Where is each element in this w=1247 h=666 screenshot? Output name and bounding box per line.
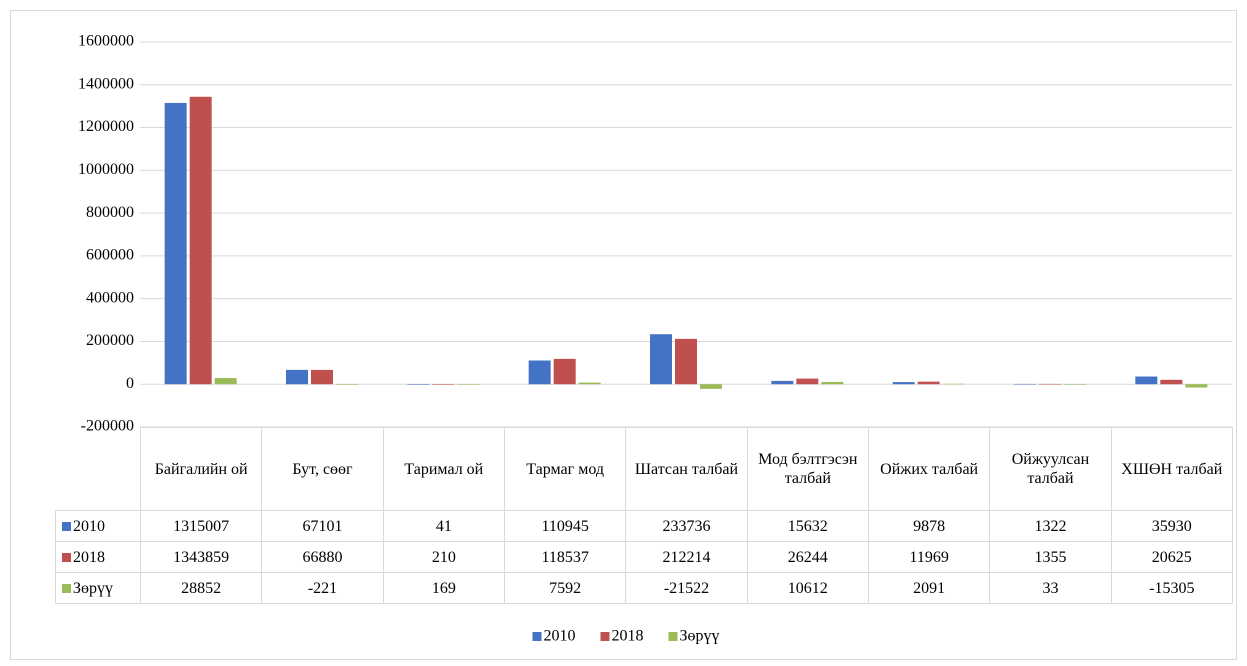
bar xyxy=(553,358,576,385)
y-tick-label: 1000000 xyxy=(78,161,134,178)
legend-label: Зөрүү xyxy=(680,628,720,645)
table-header-row: Байгалийн ой Бут, сөөг Таримал ой Тармаг мо… xyxy=(55,427,1233,511)
legend-key xyxy=(668,632,678,641)
value-cell: 15632 xyxy=(746,510,869,542)
value-cell: 1343859 xyxy=(139,541,263,573)
series-name: Зөрүү xyxy=(73,579,114,597)
y-tick-label: 1200000 xyxy=(78,118,134,135)
category-label: Ойжуулсан талбай xyxy=(989,427,1112,511)
category-label: ХШӨН талбай xyxy=(1110,427,1233,511)
legend-key xyxy=(62,521,71,531)
bar xyxy=(1135,376,1158,385)
value-cell: 1315007 xyxy=(139,510,263,542)
bar xyxy=(336,384,358,385)
value-cell: 212214 xyxy=(625,541,748,573)
bar xyxy=(407,384,430,385)
bar xyxy=(1185,384,1208,388)
value-cell: 233736 xyxy=(625,510,748,542)
bar xyxy=(1160,379,1183,385)
y-tick-label: 1600000 xyxy=(78,33,134,50)
category-label: Таримал ой xyxy=(382,427,505,511)
value-cell: -15305 xyxy=(1110,572,1233,604)
value-cell: -221 xyxy=(261,572,384,604)
chart-border xyxy=(10,10,1237,660)
value-cell: 1322 xyxy=(989,510,1112,542)
value-cell: 41 xyxy=(382,510,505,542)
value-cell: 66880 xyxy=(261,541,384,573)
bar xyxy=(821,381,844,385)
series-name: 2018 xyxy=(73,548,105,566)
bar xyxy=(675,338,697,385)
category-label: Бут, сөөг xyxy=(261,427,384,511)
bar xyxy=(1064,384,1086,385)
value-cell: 35930 xyxy=(1110,510,1233,542)
category-label: Тармаг мод xyxy=(503,427,627,511)
table-row: 2018 1343859 66880 210 118537 212214 26244 1196… xyxy=(55,541,1233,573)
series-cell: 2018 xyxy=(55,541,141,573)
category-label: Байгалийн ой xyxy=(139,427,263,511)
bar xyxy=(311,369,333,385)
table-row: 2010 1315007 67101 41 110945 233736 15632 9878 1… xyxy=(55,510,1233,542)
legend-key xyxy=(532,632,542,641)
value-cell: 118537 xyxy=(503,541,627,573)
value-cell: 169 xyxy=(382,572,505,604)
y-tick-label: 200000 xyxy=(86,332,134,349)
bar xyxy=(432,384,455,385)
y-tick-label: 600000 xyxy=(86,247,134,264)
bar xyxy=(457,384,480,385)
legend-key xyxy=(62,552,71,562)
bar xyxy=(942,383,965,385)
value-cell: 28852 xyxy=(139,572,263,604)
bar xyxy=(700,384,722,389)
value-cell: 11969 xyxy=(867,541,991,573)
legend-key xyxy=(62,583,71,593)
table-row: Зөрүү 28852 -221 169 7592 -21522 10612 2091 33 -1… xyxy=(55,572,1233,604)
series-name: 2010 xyxy=(73,517,105,535)
value-cell: 1355 xyxy=(989,541,1112,573)
value-cell: 67101 xyxy=(261,510,384,542)
value-cell: 2091 xyxy=(867,572,991,604)
bar xyxy=(771,380,794,385)
bar xyxy=(286,369,308,385)
value-cell: 20625 xyxy=(1110,541,1233,573)
bar xyxy=(650,334,672,385)
bar xyxy=(892,382,915,385)
value-cell: 26244 xyxy=(746,541,869,573)
bar xyxy=(796,378,819,385)
bar xyxy=(164,102,187,385)
bar xyxy=(1014,383,1036,385)
series-cell: Зөрүү xyxy=(55,572,141,604)
bar xyxy=(917,381,940,385)
bar xyxy=(528,360,551,385)
data-table: Байгалийн ой Бут, сөөг Таримал ой Тармаг мо… xyxy=(55,427,1233,604)
series-cell: 2010 xyxy=(55,510,141,542)
legend-label: 2010 xyxy=(544,628,576,645)
value-cell: 9878 xyxy=(867,510,991,542)
value-cell: 33 xyxy=(989,572,1112,604)
value-cell: 7592 xyxy=(503,572,627,604)
y-tick-label: 800000 xyxy=(86,204,134,221)
value-cell: -21522 xyxy=(625,572,748,604)
value-cell: 110945 xyxy=(503,510,627,542)
category-label: Шатсан талбай xyxy=(625,427,748,511)
bar xyxy=(214,378,237,385)
y-tick-label: 1400000 xyxy=(78,75,134,92)
bar xyxy=(578,382,601,385)
y-tick-label: 400000 xyxy=(86,289,134,306)
category-label: Ойжих талбай xyxy=(867,427,991,511)
bar xyxy=(189,96,212,385)
value-cell: 10612 xyxy=(746,572,869,604)
table-corner xyxy=(55,427,141,511)
bar xyxy=(1039,383,1061,385)
legend-label: 2018 xyxy=(612,628,644,645)
value-cell: 210 xyxy=(382,541,505,573)
category-label: Мод бэлтгэсэн талбай xyxy=(746,427,869,511)
y-tick-label: 0 xyxy=(126,375,134,392)
legend-key xyxy=(600,632,610,641)
